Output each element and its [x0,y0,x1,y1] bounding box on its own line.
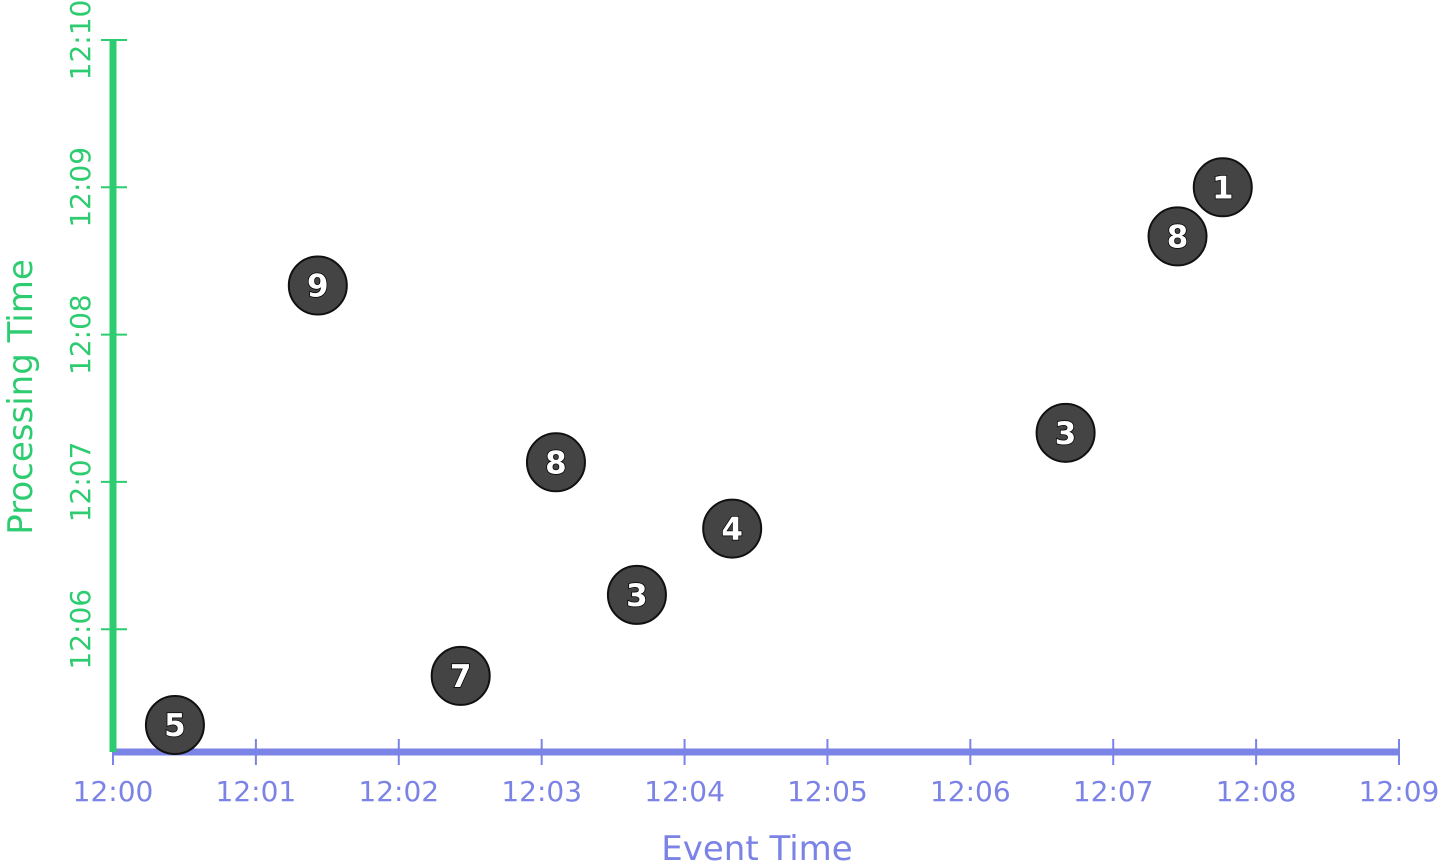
data-point-label: 9 [307,269,329,305]
data-point-label: 8 [1167,219,1189,255]
data-point-label: 4 [721,512,743,548]
data-point-marker [430,645,491,706]
data-point: 8 [525,432,586,493]
x-tick-label: 12:05 [787,775,868,808]
data-point-label: 3 [626,578,648,614]
data-point-marker [287,255,348,316]
data-point-marker [525,432,586,493]
y-tick-label: 12:07 [64,442,97,523]
data-point: 7 [430,645,491,706]
x-tick-label: 12:00 [73,775,154,808]
data-point-marker [144,694,205,755]
data-point-label: 7 [450,659,472,695]
y-axis-title: Processing Time [1,259,41,535]
data-point-label: 8 [545,445,567,481]
x-axis-title: Event Time [661,829,852,864]
y-tick-label: 12:09 [64,147,97,228]
data-point-marker [1035,402,1096,463]
data-point: 9 [287,255,348,316]
x-tick-label: 12:04 [644,775,725,808]
x-tick-label: 12:01 [216,775,297,808]
data-point-label: 3 [1055,416,1077,452]
data-point: 5 [144,694,205,755]
x-tick-label: 12:06 [930,775,1011,808]
data-point: 4 [702,498,763,559]
x-tick-label: 12:03 [501,775,582,808]
data-point-marker [1192,157,1253,218]
data-point-marker [1147,206,1208,267]
y-tick-label: 12:06 [64,589,97,670]
x-axis: 12:00 12:01 12:02 12:03 12:04 12:05 12:06 12:07… [73,739,1440,808]
y-axis: 12:06 12:07 12:08 12:09 12:10 [64,0,127,752]
x-tick-label: 12:09 [1359,775,1440,808]
data-point-label: 5 [164,708,186,744]
x-tick-label: 12:02 [358,775,439,808]
data-point-marker [702,498,763,559]
x-tick-label: 12:08 [1216,775,1297,808]
data-point-marker [606,564,667,625]
y-tick-label: 12:10 [64,0,97,80]
data-point: 3 [1035,402,1096,463]
data-point-label: 1 [1212,170,1234,206]
y-tick-label: 12:08 [64,294,97,375]
data-point: 8 [1147,206,1208,267]
x-tick-label: 12:07 [1073,775,1154,808]
data-point: 3 [606,564,667,625]
data-point: 1 [1192,157,1253,218]
